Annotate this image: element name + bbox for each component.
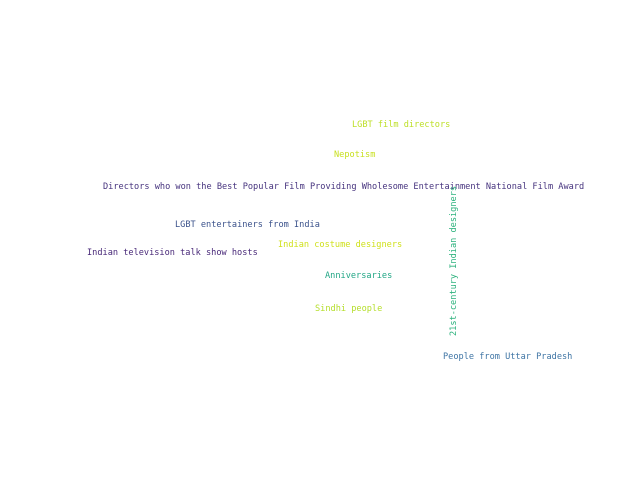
word-nepotism: Nepotism (334, 150, 376, 160)
word-sindhi-people: Sindhi people (315, 304, 383, 314)
word-directors-award: Directors who won the Best Popular Film … (103, 182, 585, 192)
word-lgbt-film-directors: LGBT film directors (352, 120, 451, 130)
word-lgbt-entertainers: LGBT entertainers from India (175, 220, 320, 230)
word-tv-talk-hosts: Indian television talk show hosts (87, 248, 258, 258)
word-costume-designers: Indian costume designers (278, 240, 403, 250)
word-anniversaries: Anniversaries (325, 271, 393, 281)
word-uttar-pradesh: People from Uttar Pradesh (443, 352, 573, 362)
word-21st-century-designers: 21st-century Indian designers (449, 185, 459, 336)
